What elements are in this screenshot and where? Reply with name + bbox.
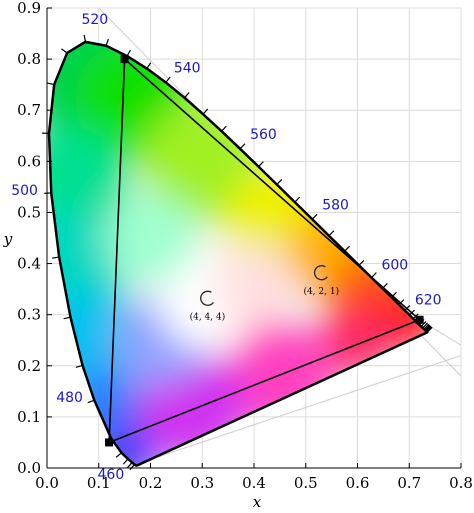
locus-tick	[258, 161, 264, 168]
locus-tick	[165, 76, 171, 83]
wavelength-label-540: 540	[174, 60, 201, 76]
spectral-locus: 460 480 500 520 540 560 580 600 620	[11, 12, 441, 483]
locus-tick	[420, 320, 427, 327]
wavelength-label-580: 580	[322, 197, 349, 213]
locus-tick	[424, 324, 431, 331]
annotation-label: (4, 2, 1)	[303, 286, 339, 297]
gamut-vertex	[415, 315, 424, 324]
gamut-vertex	[105, 438, 114, 447]
locus-tick	[239, 143, 246, 150]
annotation-marker	[200, 290, 214, 306]
x-tick-label: 0.0	[35, 474, 59, 492]
y-tick-label: 0.9	[17, 0, 41, 17]
locus-tick	[221, 125, 227, 132]
locus-tick	[47, 82, 55, 86]
locus-tick	[146, 62, 152, 69]
wavelength-label-600: 600	[381, 258, 408, 274]
y-tick-label: 0.8	[17, 50, 41, 68]
locus-tick	[202, 108, 209, 115]
locus-tick	[52, 256, 60, 259]
locus-tick	[129, 464, 135, 471]
locus-tick	[371, 272, 377, 279]
perspective-line	[124, 355, 462, 469]
y-axis-label: y	[3, 230, 13, 248]
wavelength-label-620: 620	[415, 292, 442, 308]
locus-tick	[422, 322, 429, 329]
locus-tick	[63, 316, 71, 320]
x-tick-label: 0.4	[242, 474, 266, 492]
locus-tick	[344, 245, 351, 252]
color-blob	[49, 208, 128, 319]
wavelength-label-500: 500	[11, 183, 38, 199]
locus-tick	[311, 213, 318, 220]
annotation-label: (4, 4, 4)	[190, 311, 226, 322]
y-tick-label: 0.0	[17, 459, 41, 477]
x-tick-label: 0.5	[294, 474, 318, 492]
locus-tick	[75, 364, 83, 368]
y-tick-label: 0.2	[17, 357, 41, 375]
x-tick-label: 0.7	[397, 474, 421, 492]
y-tick-label: 0.6	[17, 152, 41, 170]
locus-tick	[423, 323, 430, 330]
locus-tick	[398, 299, 405, 306]
locus-tick	[61, 48, 68, 54]
y-tick-label: 0.4	[17, 255, 41, 273]
annotations: (4, 4, 4) (4, 2, 1)	[190, 265, 339, 322]
locus-tick	[115, 452, 122, 458]
locus-tick	[358, 259, 365, 266]
locus-tick	[126, 49, 131, 57]
x-tick-label: 0.1	[87, 474, 111, 492]
locus-tick	[424, 325, 431, 331]
axes: 0.0 0.1 0.2 0.3 0.4 0.5 0.6 0.7 0.8 0.0 0.1 0.2 0.3 0…	[17, 0, 473, 492]
x-axis-label: x	[253, 493, 262, 511]
wavelength-label-480: 480	[56, 390, 83, 406]
spectral-locus-outline	[47, 40, 429, 467]
y-tick-label: 0.3	[17, 306, 41, 324]
locus-tick	[328, 230, 335, 237]
locus-tick	[122, 458, 129, 465]
locus-tick	[294, 196, 301, 203]
annotation-marker	[313, 265, 328, 281]
y-tick-label: 0.1	[17, 408, 41, 426]
locus-tick	[44, 192, 52, 194]
locus-tick	[184, 92, 190, 99]
gamut-vertex	[120, 55, 129, 64]
x-tick-label: 0.2	[139, 474, 163, 492]
locus-tick	[426, 326, 433, 333]
x-tick-label: 0.3	[190, 474, 214, 492]
locus-tick	[83, 34, 87, 42]
color-blob	[214, 244, 294, 324]
locus-tick	[105, 38, 109, 46]
locus-tick	[127, 462, 133, 469]
x-tick-label: 0.8	[449, 474, 473, 492]
wavelength-label-560: 560	[250, 127, 277, 143]
color-fill	[49, 41, 428, 466]
wavelength-label-460: 460	[98, 467, 125, 483]
gamut-triangle	[105, 55, 424, 447]
color-blob	[105, 193, 196, 283]
wavelength-label-520: 520	[81, 12, 108, 28]
y-tick-label: 0.5	[17, 203, 41, 221]
y-tick-label: 0.7	[17, 101, 41, 119]
gamut-triangle-outline	[108, 57, 422, 444]
locus-tick	[276, 179, 283, 185]
x-tick-label: 0.6	[346, 474, 370, 492]
locus-tick	[87, 399, 95, 404]
